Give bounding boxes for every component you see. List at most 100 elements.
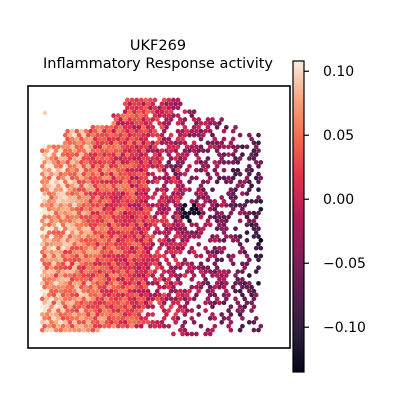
spot xyxy=(168,156,174,161)
spot xyxy=(221,284,227,290)
spot xyxy=(79,238,84,243)
spot xyxy=(90,179,96,185)
spot xyxy=(173,241,179,247)
spot xyxy=(95,249,100,255)
spot xyxy=(74,183,80,189)
spot xyxy=(145,140,151,146)
spot xyxy=(212,269,218,274)
spot xyxy=(145,202,151,208)
spot xyxy=(168,117,174,122)
spot xyxy=(113,312,119,317)
spot xyxy=(88,269,93,274)
spot xyxy=(134,128,139,134)
spot xyxy=(145,179,151,185)
spot xyxy=(83,292,89,298)
spot xyxy=(53,265,59,271)
spot xyxy=(65,222,70,228)
spot xyxy=(136,304,142,310)
spot xyxy=(256,195,261,200)
spot xyxy=(223,124,229,130)
spot xyxy=(164,249,169,255)
spot xyxy=(122,319,128,325)
spot xyxy=(81,156,87,161)
spot xyxy=(200,179,206,185)
spot xyxy=(111,253,116,259)
spot xyxy=(175,160,181,165)
spot xyxy=(166,269,172,274)
spot xyxy=(228,202,234,208)
spot xyxy=(62,132,68,138)
spot xyxy=(182,132,188,138)
spot xyxy=(122,226,128,232)
spot xyxy=(67,156,73,161)
spot xyxy=(217,300,222,306)
spot xyxy=(113,140,119,146)
spot xyxy=(242,304,248,310)
spot xyxy=(168,304,174,310)
spot xyxy=(143,144,149,150)
spot xyxy=(81,202,87,208)
spot xyxy=(203,331,208,337)
spot xyxy=(90,171,96,177)
spot xyxy=(256,226,261,232)
spot xyxy=(180,183,185,189)
spot xyxy=(56,167,61,173)
spot xyxy=(171,144,176,150)
spot xyxy=(161,128,167,134)
spot xyxy=(150,202,156,208)
spot xyxy=(51,191,57,196)
spot xyxy=(161,316,167,321)
spot xyxy=(65,300,70,306)
spot xyxy=(210,327,215,333)
spot xyxy=(90,132,96,138)
spot xyxy=(189,269,195,274)
spot xyxy=(136,226,142,232)
spot xyxy=(189,113,195,118)
spot xyxy=(177,296,183,302)
spot xyxy=(253,144,259,150)
spot xyxy=(92,160,98,165)
spot xyxy=(85,280,91,286)
spot xyxy=(253,160,259,165)
spot xyxy=(148,206,153,212)
spot xyxy=(244,261,250,267)
spot xyxy=(90,140,96,146)
spot xyxy=(223,273,229,278)
spot xyxy=(196,265,202,271)
spot xyxy=(230,206,236,212)
spot xyxy=(122,304,128,310)
spot xyxy=(166,105,172,111)
spot xyxy=(196,288,202,294)
spot xyxy=(108,280,114,286)
spot xyxy=(221,230,227,235)
spot xyxy=(81,226,87,232)
spot xyxy=(56,206,61,212)
spot xyxy=(171,222,176,228)
spot xyxy=(244,214,250,220)
spot xyxy=(44,163,50,169)
spot xyxy=(115,175,121,181)
spot xyxy=(191,202,197,208)
spot xyxy=(97,167,103,173)
spot xyxy=(113,171,119,177)
spot xyxy=(120,269,126,274)
spot xyxy=(207,253,213,259)
spot xyxy=(138,214,144,220)
spot xyxy=(182,124,188,130)
spot xyxy=(182,109,188,115)
spot xyxy=(95,265,100,271)
spot xyxy=(223,218,229,224)
spot xyxy=(106,136,112,142)
spot xyxy=(136,148,142,154)
spot xyxy=(134,113,139,118)
spot xyxy=(182,117,188,122)
spot xyxy=(180,331,185,337)
spot xyxy=(81,210,87,216)
spot xyxy=(161,97,167,103)
spot xyxy=(44,218,50,224)
spot xyxy=(97,323,103,329)
spot xyxy=(214,218,220,224)
spot xyxy=(122,249,128,255)
spot xyxy=(219,226,225,232)
spot xyxy=(237,210,243,216)
